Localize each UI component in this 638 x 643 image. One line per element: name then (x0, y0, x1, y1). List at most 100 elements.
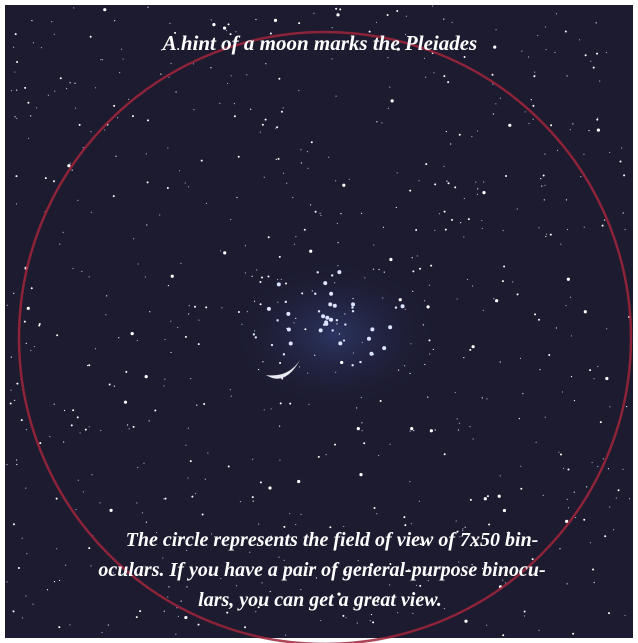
star (531, 99, 532, 100)
star (114, 20, 115, 21)
star (517, 208, 518, 209)
star (592, 462, 593, 463)
star (169, 23, 170, 24)
star (163, 385, 164, 386)
star (108, 624, 109, 625)
star (521, 50, 522, 51)
star (206, 203, 207, 204)
star (194, 306, 196, 308)
star (600, 421, 602, 423)
star (90, 36, 92, 38)
star (482, 191, 485, 194)
star (597, 466, 598, 467)
star (278, 158, 280, 160)
star (72, 170, 73, 171)
star (313, 13, 314, 14)
star (294, 244, 295, 245)
star (454, 186, 456, 188)
star (605, 377, 608, 380)
star (538, 227, 539, 228)
star (534, 313, 536, 315)
star (149, 420, 150, 421)
star (238, 156, 240, 158)
star (351, 306, 353, 308)
star (6, 464, 7, 465)
star (193, 63, 194, 64)
star (444, 608, 445, 609)
star (602, 225, 604, 227)
star (254, 330, 255, 331)
star (572, 633, 574, 635)
star (486, 625, 487, 626)
star (133, 426, 135, 428)
star (285, 301, 287, 303)
star (613, 529, 614, 530)
star (106, 295, 107, 296)
star (260, 131, 261, 132)
star (517, 293, 519, 295)
star (16, 61, 18, 63)
star (36, 107, 37, 108)
star (72, 268, 73, 269)
star (559, 548, 560, 549)
star (138, 263, 139, 264)
star (315, 211, 317, 213)
star (409, 190, 411, 192)
star (27, 102, 29, 104)
star (261, 582, 262, 583)
star (534, 75, 535, 76)
star (279, 426, 280, 427)
star (621, 147, 622, 148)
star (446, 181, 447, 182)
star (100, 59, 101, 60)
star (274, 19, 277, 22)
star (267, 307, 271, 311)
star (25, 595, 26, 596)
star (60, 77, 62, 79)
star (295, 318, 296, 319)
star (21, 419, 23, 421)
star (498, 495, 501, 498)
star (262, 361, 263, 362)
star (164, 611, 165, 612)
star (597, 117, 598, 118)
star (349, 179, 350, 180)
star (380, 400, 382, 402)
star (75, 509, 76, 510)
star (128, 99, 129, 100)
star (566, 75, 567, 76)
star (545, 417, 546, 418)
star (445, 229, 447, 231)
star (247, 311, 248, 312)
star (376, 22, 377, 23)
star (11, 90, 12, 91)
star (131, 332, 134, 335)
star (223, 251, 226, 254)
star (307, 151, 308, 152)
star (596, 22, 597, 23)
star (24, 87, 26, 89)
star (599, 80, 600, 81)
star (419, 501, 420, 502)
star (331, 329, 333, 331)
star (149, 311, 150, 312)
star (410, 343, 411, 344)
star (318, 456, 320, 458)
star (81, 271, 82, 272)
star (492, 74, 494, 76)
star (236, 585, 237, 586)
star (292, 197, 293, 198)
star (164, 379, 165, 380)
star (26, 343, 27, 344)
star (169, 77, 170, 78)
star (427, 305, 430, 308)
star (443, 166, 444, 167)
star (123, 58, 124, 59)
star (77, 200, 78, 201)
star (309, 250, 312, 253)
star (236, 197, 237, 198)
star (147, 119, 149, 121)
star (557, 150, 558, 151)
star (16, 459, 17, 460)
star (543, 175, 545, 177)
